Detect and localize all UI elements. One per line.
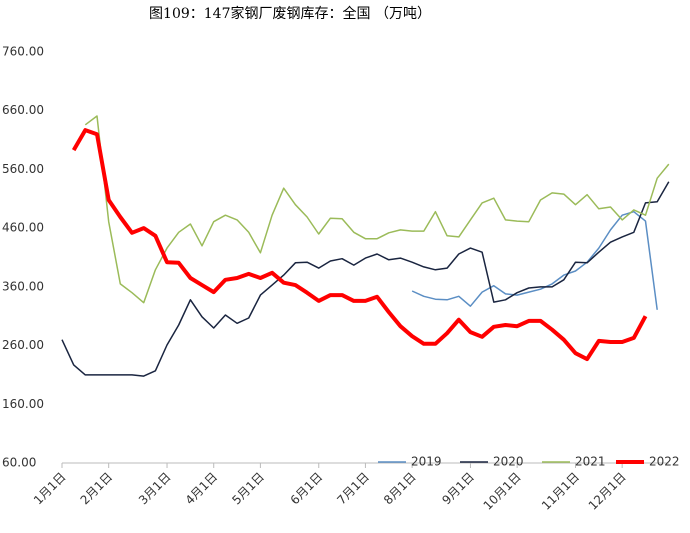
x-tick-label: 6月1日 bbox=[288, 470, 326, 508]
series-line bbox=[411, 210, 658, 310]
chart-title: 图109：147家钢厂废钢库存：全国 （万吨） bbox=[149, 5, 431, 22]
x-tick-label: 2月1日 bbox=[78, 470, 116, 508]
x-tick-label: 10月1日 bbox=[481, 470, 524, 513]
legend-label: 2019 bbox=[411, 455, 442, 469]
x-tick-label: 9月1日 bbox=[439, 470, 477, 508]
y-tick-label: 160.00 bbox=[2, 397, 44, 411]
x-tick-label: 5月1日 bbox=[229, 470, 267, 508]
series-line bbox=[84, 115, 670, 304]
x-tick-label: 3月1日 bbox=[136, 470, 174, 508]
x-tick-label: 11月1日 bbox=[539, 470, 582, 513]
legend-label: 2020 bbox=[493, 455, 524, 469]
legend-label: 2021 bbox=[575, 455, 606, 469]
series-line bbox=[71, 128, 648, 362]
series-line bbox=[61, 181, 670, 377]
y-tick-label: 260.00 bbox=[2, 338, 44, 352]
x-tick-label: 8月1日 bbox=[381, 470, 419, 508]
x-tick-label: 7月1日 bbox=[334, 470, 372, 508]
x-tick-label: 12月1日 bbox=[586, 470, 629, 513]
y-tick-label: 560.00 bbox=[2, 162, 44, 176]
y-tick-label: 460.00 bbox=[2, 221, 44, 235]
y-tick-label: 60.00 bbox=[2, 456, 36, 470]
y-tick-label: 760.00 bbox=[2, 45, 44, 59]
y-tick-label: 660.00 bbox=[2, 103, 44, 117]
y-tick-label: 360.00 bbox=[2, 279, 44, 293]
legend-label: 2022 bbox=[649, 455, 680, 469]
x-tick-label: 4月1日 bbox=[183, 470, 221, 508]
x-tick-label: 1月1日 bbox=[31, 470, 69, 508]
